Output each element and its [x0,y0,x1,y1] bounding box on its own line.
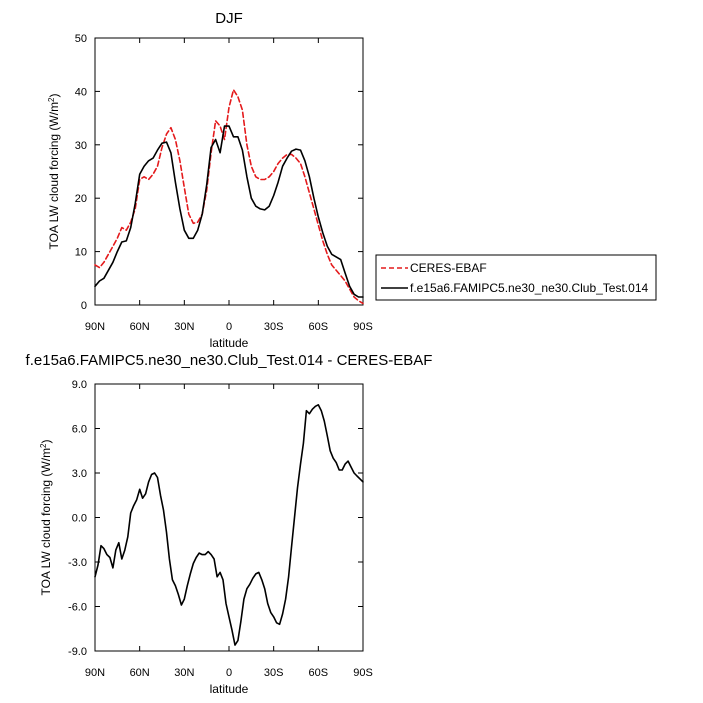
top-panel: DJF 0 10 20 30 40 50 90N 60N 30N 0 30S 60S 90S lati… [47,10,373,350]
top-y-ticks: 0 10 20 30 40 50 [75,33,363,312]
bottom-y-ticks: -9.0 -6.0 -3.0 0.0 3.0 6.0 9.0 [68,379,363,658]
top-series-lines [94,89,364,305]
top-y-tick-label: 10 [75,247,87,259]
bottom-panel-title: f.e15a6.FAMIPC5.ne30_ne30.Club_Test.014 … [26,352,433,369]
top-y-tick-label: 0 [81,300,87,312]
bottom-y-tick-label: -3.0 [68,557,87,569]
top-panel-title: DJF [215,10,243,27]
top-x-tick-label: 90N [85,321,105,333]
bottom-x-axis-label: latitude [210,682,249,696]
top-x-tick-label: 60N [130,321,150,333]
bottom-x-tick-label: 60N [130,667,150,679]
bottom-x-ticks: 90N 60N 30N 0 30S 60S 90S [85,384,373,679]
bottom-y-axis-label: TOA LW cloud forcing (W/m2) [39,439,53,595]
top-x-ticks: 90N 60N 30N 0 30S 60S 90S [85,38,373,333]
bottom-y-tick-label: 3.0 [72,468,87,480]
bottom-x-tick-label: 30S [264,667,284,679]
bottom-y-tick-label: 9.0 [72,379,87,391]
top-x-tick-label: 30N [174,321,194,333]
bottom-x-tick-label: 90N [85,667,105,679]
top-y-tick-label: 30 [75,140,87,152]
top-series-line-model [94,125,364,298]
top-y-axis-label: TOA LW cloud forcing (W/m2) [47,93,61,249]
bottom-x-tick-label: 0 [226,667,232,679]
top-x-tick-label: 30S [264,321,284,333]
bottom-y-tick-label: 0.0 [72,513,87,525]
top-series-line-ceres-ebaf [94,89,364,305]
bottom-x-tick-label: 30N [174,667,194,679]
top-y-tick-label: 40 [75,86,87,98]
top-y-tick-label: 50 [75,33,87,45]
bottom-y-tick-label: -9.0 [68,646,87,658]
bottom-x-tick-label: 90S [353,667,373,679]
bottom-plot-frame [94,383,364,652]
top-x-axis-label: latitude [210,336,249,350]
top-x-tick-label: 60S [309,321,329,333]
bottom-x-tick-label: 60S [309,667,329,679]
bottom-series-line-difference [94,403,364,646]
bottom-y-tick-label: -6.0 [68,602,87,614]
legend-box [375,254,657,301]
bottom-panel: f.e15a6.FAMIPC5.ne30_ne30.Club_Test.014 … [26,352,433,696]
top-x-tick-label: 0 [226,321,232,333]
legend-label-ceres: CERES-EBAF [410,261,487,275]
bottom-y-tick-label: 6.0 [72,424,87,436]
top-x-tick-label: 90S [353,321,373,333]
top-plot-frame [94,37,364,306]
bottom-series-lines [94,403,364,646]
legend-label-model: f.e15a6.FAMIPC5.ne30_ne30.Club_Test.014 [410,281,648,295]
legend: CERES-EBAF f.e15a6.FAMIPC5.ne30_ne30.Clu… [375,254,657,301]
top-y-tick-label: 20 [75,193,87,205]
